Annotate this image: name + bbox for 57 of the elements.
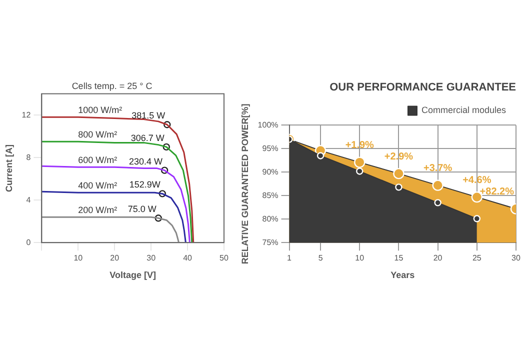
series-label: 600 W/m² (78, 155, 118, 166)
annotation: 152.9W (129, 180, 161, 190)
point (316, 152, 324, 160)
annotation: +4.6% (462, 174, 492, 186)
y-tick-label: 12 (22, 110, 32, 120)
annotation: 230.4 W (129, 156, 164, 166)
x-tick-label: 40 (183, 254, 193, 263)
y-tick-label: 90% (262, 167, 278, 176)
y-tick-label: 95% (262, 144, 278, 153)
point (154, 214, 162, 222)
y-tick-label: 4 (26, 195, 32, 204)
point (160, 166, 168, 174)
x-tick-label: 5 (318, 254, 324, 263)
point (158, 190, 166, 198)
point (162, 143, 170, 151)
annotation: 381.5 W (132, 110, 166, 121)
x-axis-title: Years (390, 270, 415, 280)
annotation: +1.9% (345, 140, 374, 152)
y-tick-label: 85% (262, 190, 278, 200)
x-tick-label: 30 (146, 254, 156, 263)
series-label: 400 W/m² (78, 180, 118, 191)
point (473, 215, 481, 222)
y-tick-label: 8 (26, 152, 32, 162)
x-tick-label: 30 (512, 254, 521, 263)
point (354, 156, 366, 168)
annotation: 75.0 W (128, 204, 157, 214)
x-tick-label: 1 (287, 254, 292, 263)
y-tick-label: 80% (262, 214, 278, 224)
point (393, 168, 404, 180)
series-label: 1000 W/m² (78, 105, 122, 116)
chart-title: Cells temp. = 25 ° C (72, 80, 153, 91)
point (395, 184, 402, 191)
x-tick-label: 20 (110, 254, 120, 263)
y-tick-label: 100% (258, 120, 278, 130)
annotation: +3.7% (423, 163, 452, 174)
x-tick-label: 10 (74, 254, 84, 263)
x-tick-label: 10 (355, 254, 365, 263)
annotation: +2.9% (384, 151, 414, 162)
annotation: +82.2% (480, 186, 514, 198)
y-tick-label: 75% (262, 238, 278, 247)
point (356, 168, 364, 175)
point (434, 199, 442, 206)
series-label: 200 W/m² (78, 205, 118, 216)
point (164, 121, 171, 128)
x-tick-label: 25 (472, 254, 482, 263)
annotation: 306.7 W (130, 132, 165, 143)
y-tick-label: 0 (26, 238, 32, 247)
x-tick-label: 50 (220, 254, 229, 263)
series-label: 800 W/m² (78, 130, 118, 140)
y-axis-title: RELATIVE GUARANTEED POWER[%] (240, 104, 250, 264)
point (432, 180, 444, 191)
legend-label: Commercial modules (421, 105, 506, 116)
x-axis-title: Voltage [V] (110, 270, 156, 280)
x-tick-label: 15 (394, 254, 404, 263)
x-tick-label: 20 (433, 254, 443, 263)
y-axis-title: Current [A] (4, 144, 14, 192)
chart-title: OUR PERFORMANCE GUARANTEE (330, 82, 516, 94)
